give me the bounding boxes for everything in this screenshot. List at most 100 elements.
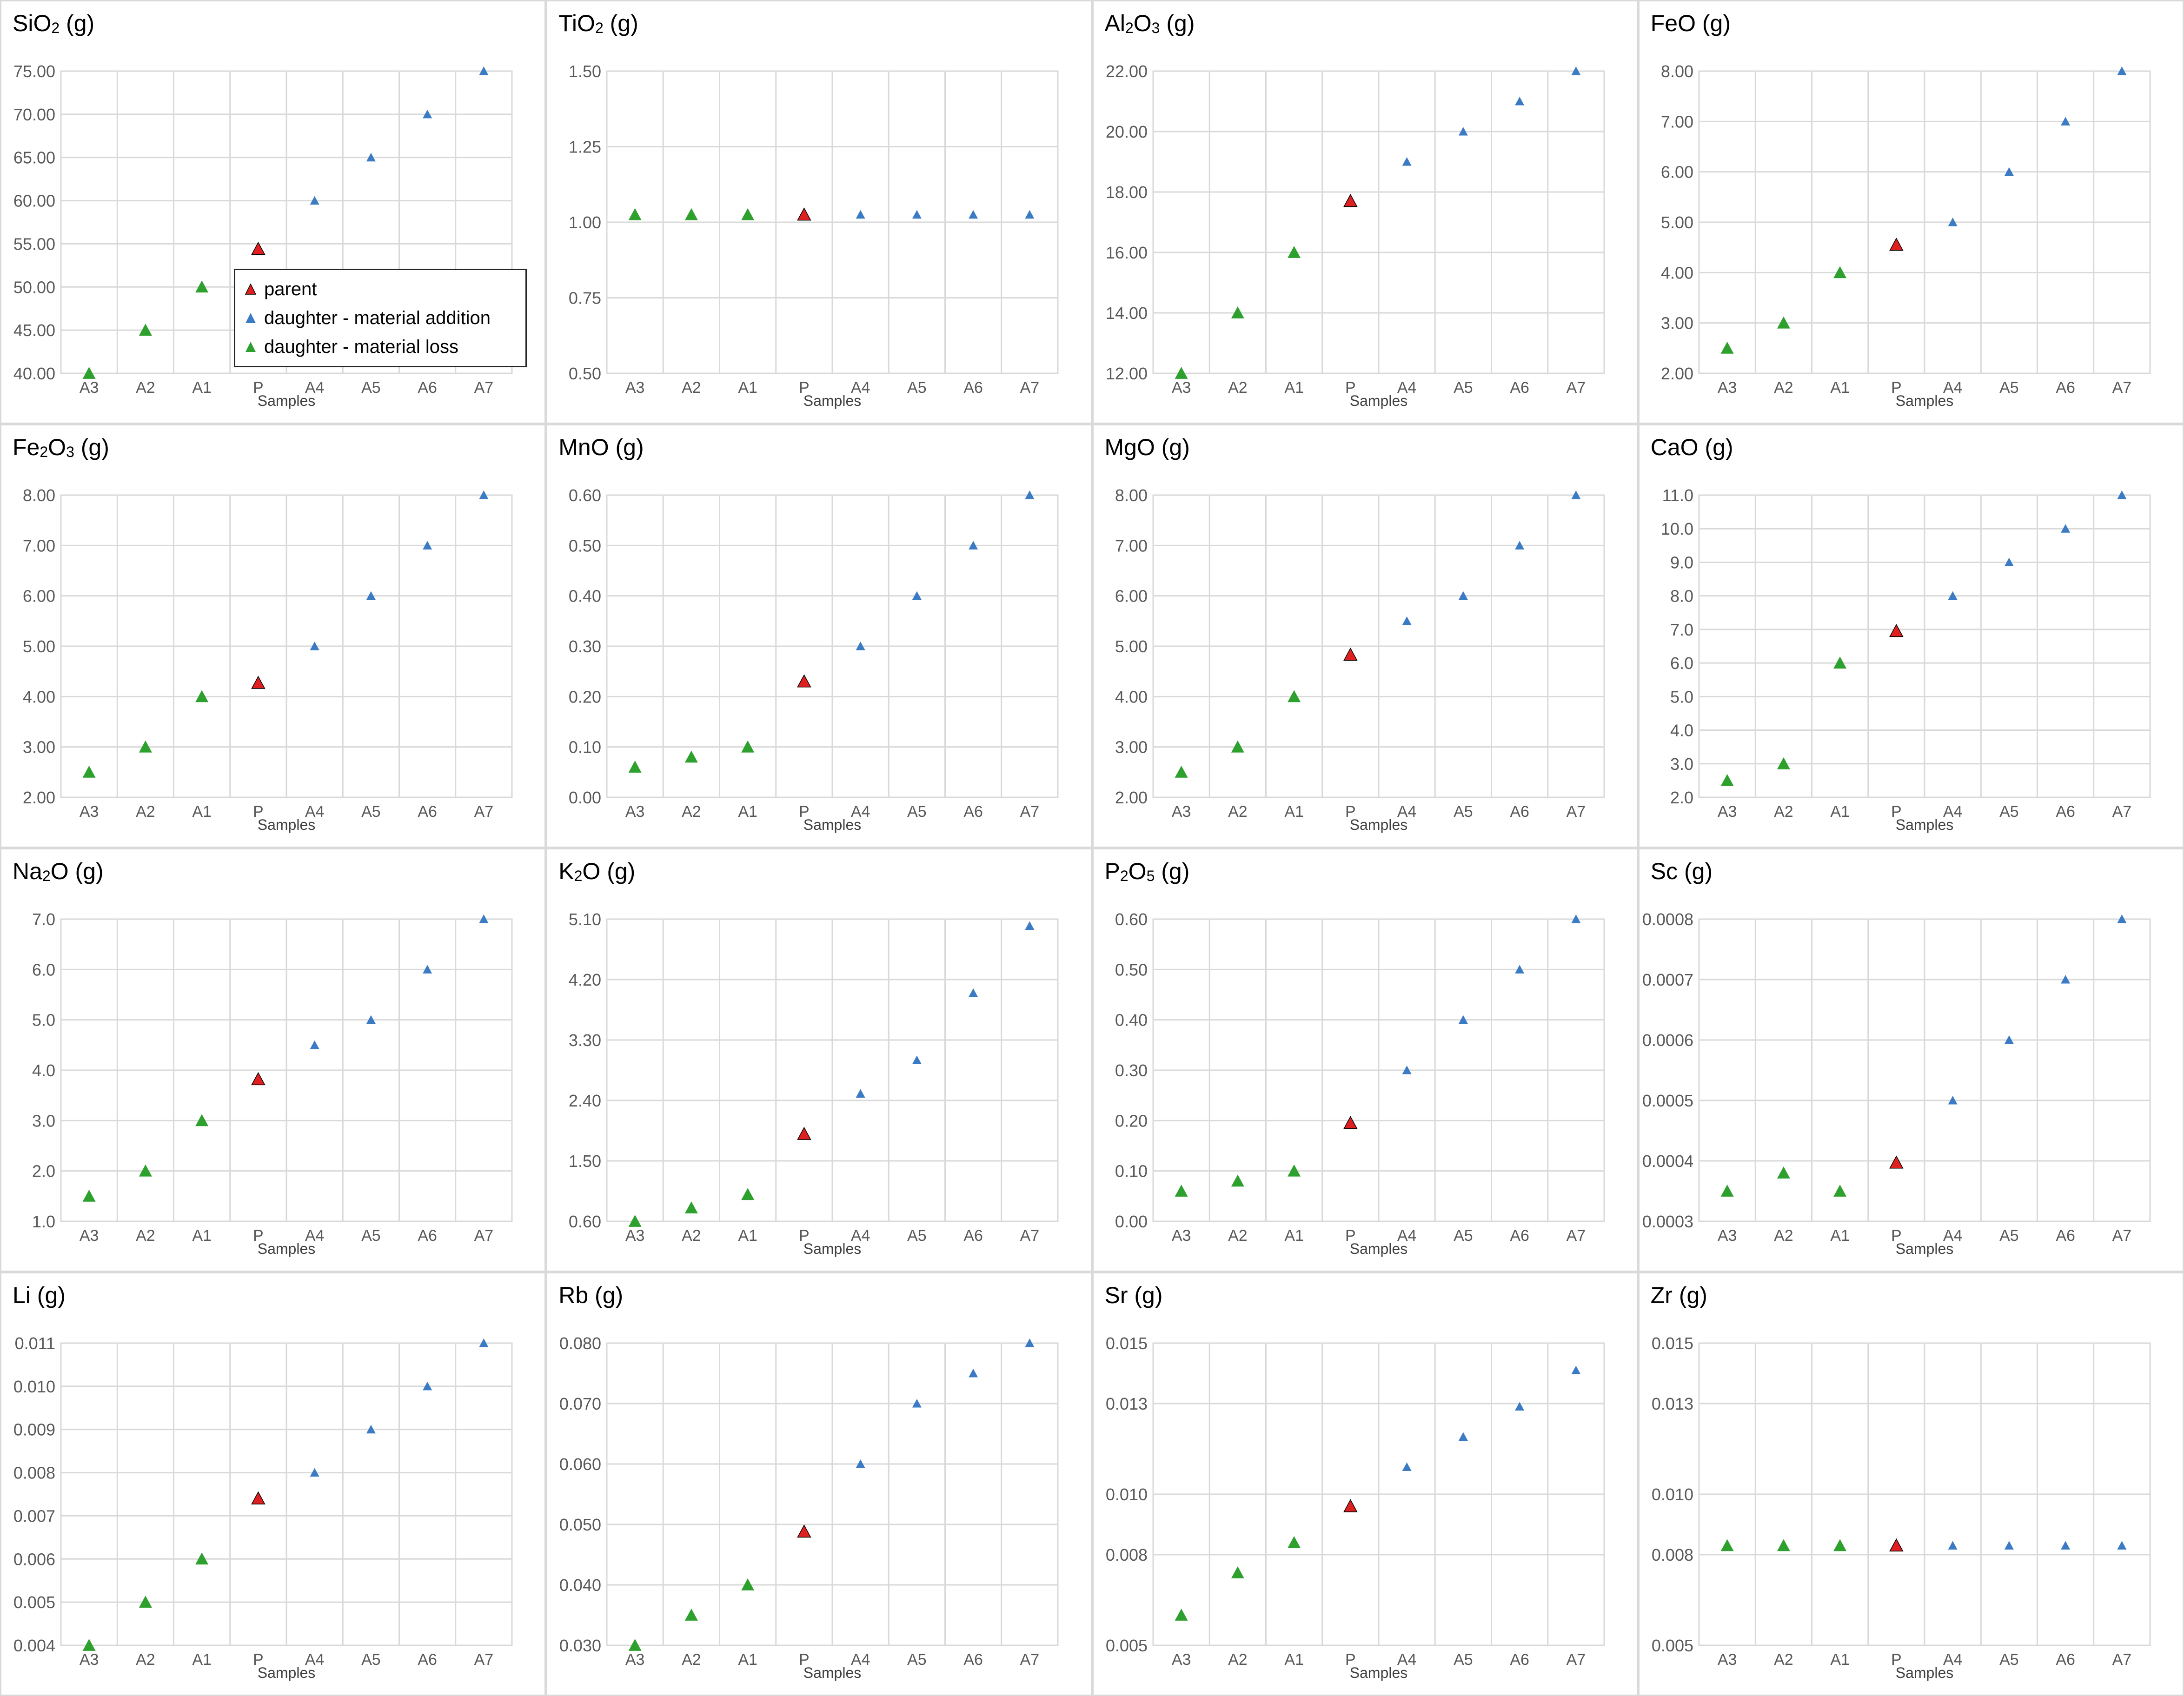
data-point-loss <box>1833 266 1846 278</box>
chart-panel: TiO2 (g) 0.50 0.75 1.00 1.25 1.50 A3 A2 A1 P A4 A5 A… <box>546 0 1092 424</box>
x-tick-label: A7 <box>474 379 494 397</box>
y-tick-label: 7.0 <box>32 910 55 929</box>
y-tick-label: 0.009 <box>13 1420 55 1439</box>
x-tick-label: A5 <box>907 803 927 821</box>
chart-panel: MgO (g) 2.00 3.00 4.00 5.00 6.00 7.00 8.00 A3 A2 A… <box>1092 424 1638 848</box>
x-axis-label: Samples <box>803 1664 862 1681</box>
data-point-loss <box>139 1164 152 1177</box>
x-tick-label: A3 <box>1718 1227 1737 1245</box>
data-point-loss <box>1833 656 1846 669</box>
x-tick-label: A4 <box>305 379 325 397</box>
y-tick-label: 5.00 <box>1661 213 1693 232</box>
data-point-parent <box>1889 1538 1904 1552</box>
chart-title: K2O (g) <box>558 858 635 885</box>
y-tick-label: 2.00 <box>23 788 55 807</box>
x-tick-label: P <box>1345 803 1356 821</box>
x-tick-label: A1 <box>738 1227 758 1245</box>
data-point-addition <box>856 642 865 650</box>
data-point-loss <box>1231 306 1244 318</box>
y-tick-label: 3.30 <box>569 1031 601 1050</box>
x-axis-label: Samples <box>258 1240 316 1257</box>
data-point-addition <box>479 66 489 75</box>
chart-panel: Al2O3 (g) 12.00 14.00 16.00 18.00 20.00 22.00 A… <box>1092 0 1638 424</box>
chart-plot: 1.0 2.0 3.0 4.0 5.0 6.0 7.0 A3 A2 A1 P A4 A5 A6 A7 Samp… <box>32 910 513 1257</box>
x-tick-label: A3 <box>1718 803 1737 821</box>
data-point-addition <box>912 1399 922 1408</box>
data-point-loss <box>1833 1185 1846 1197</box>
data-point-addition <box>310 1468 319 1477</box>
x-tick-label: A2 <box>1228 1651 1248 1669</box>
y-tick-label: 1.0 <box>32 1212 55 1231</box>
x-tick-label: A5 <box>1454 803 1473 821</box>
x-tick-label: A1 <box>1830 1227 1850 1245</box>
data-point-loss <box>628 1215 642 1227</box>
data-point-addition <box>1571 1365 1580 1374</box>
chart-panel: FeO (g) 2.00 3.00 4.00 5.00 6.00 7.00 8.00 A3 A2 A… <box>1638 0 2184 424</box>
data-point-loss <box>1175 765 1188 778</box>
x-axis-label: Samples <box>1349 816 1407 833</box>
x-tick-label: A5 <box>907 1227 927 1245</box>
y-tick-label: 5.0 <box>1670 687 1693 706</box>
data-point-addition <box>1025 921 1035 930</box>
title-text: O <box>1128 858 1147 884</box>
x-tick-label: A5 <box>907 1651 927 1669</box>
y-tick-label: 2.0 <box>1670 788 1693 807</box>
x-tick-label: A3 <box>625 1227 645 1245</box>
y-tick-label: 2.00 <box>1661 364 1693 383</box>
y-tick-label: 0.60 <box>569 486 601 505</box>
data-point-addition <box>1948 1096 1958 1105</box>
data-point-loss <box>1231 1566 1244 1578</box>
legend-item-parent: parent <box>244 275 517 304</box>
data-point-loss <box>1777 1166 1790 1179</box>
y-tick-label: 0.00 <box>1115 1212 1147 1231</box>
plot-area <box>1698 70 2151 374</box>
data-point-addition <box>1458 127 1468 136</box>
chart-title: Na2O (g) <box>13 858 104 885</box>
title-text: K <box>558 858 574 884</box>
data-point-addition <box>1402 157 1412 166</box>
x-tick-label: A1 <box>1830 803 1850 821</box>
data-point-addition <box>1948 591 1958 600</box>
data-point-addition <box>310 642 319 650</box>
data-point-loss <box>195 1552 209 1565</box>
title-text: Li (g) <box>13 1282 66 1308</box>
y-tick-label: 0.011 <box>15 1334 55 1353</box>
y-tick-label: 0.006 <box>13 1550 55 1569</box>
data-point-addition <box>1402 1066 1412 1074</box>
y-tick-label: 0.010 <box>1105 1485 1147 1504</box>
x-tick-label: A1 <box>1284 379 1304 397</box>
data-point-loss <box>195 280 209 293</box>
data-point-addition <box>2004 1541 2014 1550</box>
title-subscript: 3 <box>1151 20 1160 36</box>
y-tick-label: 0.30 <box>569 637 601 656</box>
x-axis-label: Samples <box>1896 816 1954 833</box>
x-tick-label: A4 <box>1943 1651 1963 1669</box>
x-tick-label: A5 <box>361 1227 381 1245</box>
chart-plot: 0.030 0.040 0.050 0.060 0.070 0.080 A3 A2 A1 P A4 A… <box>559 1334 1059 1681</box>
x-tick-label: A6 <box>418 379 437 397</box>
data-point-addition <box>912 591 922 600</box>
x-tick-label: A7 <box>1020 803 1040 821</box>
x-tick-label: A5 <box>361 803 381 821</box>
chart-panel: Fe2O3 (g) 2.00 3.00 4.00 5.00 6.00 7.00 8.00 A3 A… <box>0 424 546 848</box>
x-tick-label: A2 <box>136 379 155 397</box>
data-point-loss <box>82 367 96 379</box>
y-tick-label: 0.060 <box>559 1455 601 1474</box>
y-tick-label: 75.00 <box>13 62 55 81</box>
plot-area <box>1698 918 2151 1222</box>
data-point-addition <box>1402 1462 1412 1471</box>
plot-area <box>606 918 1059 1222</box>
y-tick-label: 0.030 <box>559 1636 601 1655</box>
data-point-loss <box>1175 1609 1188 1621</box>
x-tick-label: A7 <box>474 803 494 821</box>
x-tick-label: A4 <box>1397 1227 1416 1245</box>
y-tick-label: 55.00 <box>13 234 55 253</box>
title-text: Al <box>1104 10 1125 36</box>
data-point-addition <box>1025 1338 1035 1347</box>
data-point-addition <box>423 109 432 119</box>
y-tick-label: 0.010 <box>1652 1485 1693 1504</box>
data-point-addition <box>2004 557 2014 566</box>
data-point-addition <box>2060 117 2070 126</box>
x-tick-label: A2 <box>1228 1227 1248 1245</box>
